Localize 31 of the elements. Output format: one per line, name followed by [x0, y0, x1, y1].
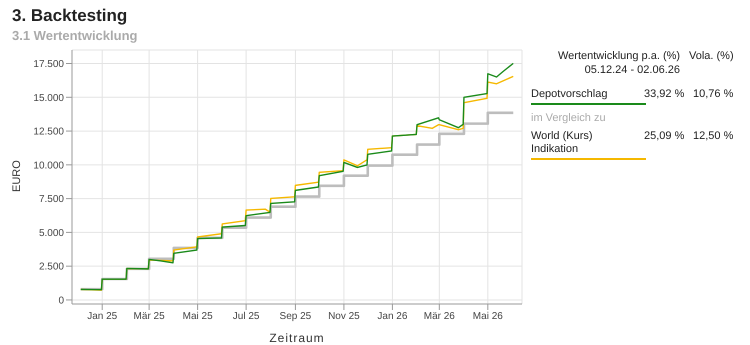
text: World (Kurs) Indikation [531, 130, 594, 156]
y-tick-label: 7.500 [38, 194, 64, 206]
x-tick-label: Jul 25 [232, 311, 260, 322]
text: 25,09 % [644, 130, 684, 142]
x-tick-label: Sep 25 [280, 311, 312, 322]
text: Wertentwicklung p.a. (%) [558, 50, 680, 62]
y-tick-label: 15.000 [33, 92, 64, 104]
x-tick-label: Mai 26 [472, 311, 504, 322]
text: Vola. (%) [689, 50, 734, 62]
y-axis-title: EURO [10, 160, 23, 192]
x-tick-label: Mär 26 [424, 311, 456, 322]
x-tick-label: Jan 26 [377, 311, 408, 322]
y-tick-label: 0 [58, 295, 64, 306]
x-tick-label: Jan 25 [87, 311, 118, 322]
x-tick-label: Mai 25 [182, 311, 214, 322]
y-tick-label: 12.500 [33, 126, 64, 138]
text: im Vergleich zu [531, 112, 606, 124]
text: 05.12.24 - 02.06.26 [584, 64, 680, 76]
text: Depotvorschlag [531, 88, 608, 101]
y-tick-label: 17.500 [33, 59, 64, 70]
text: 12,50 % [693, 130, 734, 142]
x-tick-label: Nov 25 [328, 311, 360, 322]
text: 10,76 % [693, 88, 734, 100]
chart-subtitle: 3.1 Wertentwicklung [12, 28, 138, 43]
x-axis-title: Zeitraum [269, 331, 325, 345]
y-tick-label: 2.500 [38, 262, 64, 273]
x-tick-label: Mär 25 [134, 311, 166, 322]
chart-title: 3. Backtesting [12, 6, 128, 26]
y-tick-label: 5.000 [38, 228, 64, 239]
y-tick-label: 10.000 [33, 160, 64, 172]
text: 33,92 % [644, 88, 684, 100]
